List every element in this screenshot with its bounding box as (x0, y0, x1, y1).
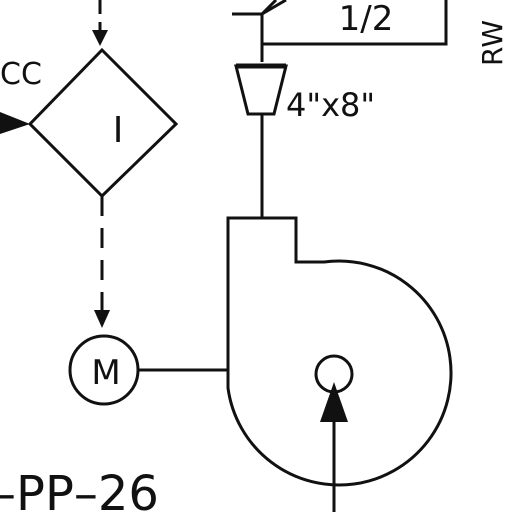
suction-arrow-icon (320, 382, 348, 422)
cc-tag: CC (0, 57, 42, 92)
motor-symbol: M (91, 353, 120, 393)
signal-line-motor (94, 196, 110, 328)
motor: M (68, 334, 140, 406)
interlock-symbol: I (113, 110, 124, 151)
reducer: 4"x8" (234, 63, 375, 124)
signal-line-top (92, 0, 108, 46)
valve-top (232, 0, 287, 16)
fraction-box: 1/2 (262, 0, 448, 46)
reducer-size-label: 4"x8" (286, 86, 375, 124)
left-arrow-icon (0, 112, 30, 134)
arrowhead-icon (92, 30, 108, 46)
right-edge-tag: RW (476, 20, 509, 66)
suction-line (320, 382, 348, 512)
valve-fraction-label: 1/2 (339, 0, 394, 39)
motor-arrow-icon (94, 310, 110, 328)
interlock-diamond: I (27, 47, 179, 199)
pump-tag: –PP–26 (0, 466, 159, 512)
pump-casing (226, 216, 453, 487)
